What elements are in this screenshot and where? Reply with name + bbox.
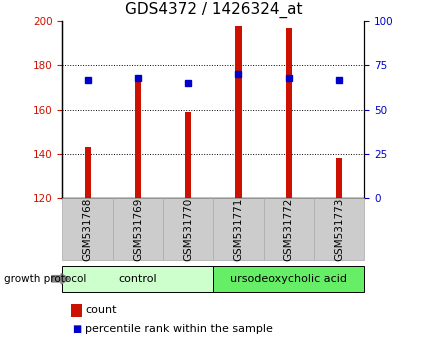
Text: control: control — [118, 274, 157, 284]
Bar — [84, 147, 90, 198]
Text: growth protocol: growth protocol — [4, 274, 86, 284]
Bar — [335, 159, 341, 198]
Text: count: count — [85, 306, 117, 315]
Bar — [135, 79, 141, 198]
Text: percentile rank within the sample: percentile rank within the sample — [85, 324, 273, 334]
Text: GSM531773: GSM531773 — [333, 198, 343, 261]
Bar — [285, 28, 291, 198]
Text: GSM531768: GSM531768 — [83, 198, 92, 261]
Text: GSM531772: GSM531772 — [283, 198, 293, 261]
Text: ■: ■ — [72, 324, 81, 334]
Text: GSM531769: GSM531769 — [132, 198, 143, 261]
Bar — [185, 112, 191, 198]
Text: GSM531770: GSM531770 — [183, 198, 193, 261]
Text: GSM531771: GSM531771 — [233, 198, 243, 261]
Bar — [235, 26, 241, 198]
Title: GDS4372 / 1426324_at: GDS4372 / 1426324_at — [124, 2, 301, 18]
Text: ursodeoxycholic acid: ursodeoxycholic acid — [230, 274, 347, 284]
